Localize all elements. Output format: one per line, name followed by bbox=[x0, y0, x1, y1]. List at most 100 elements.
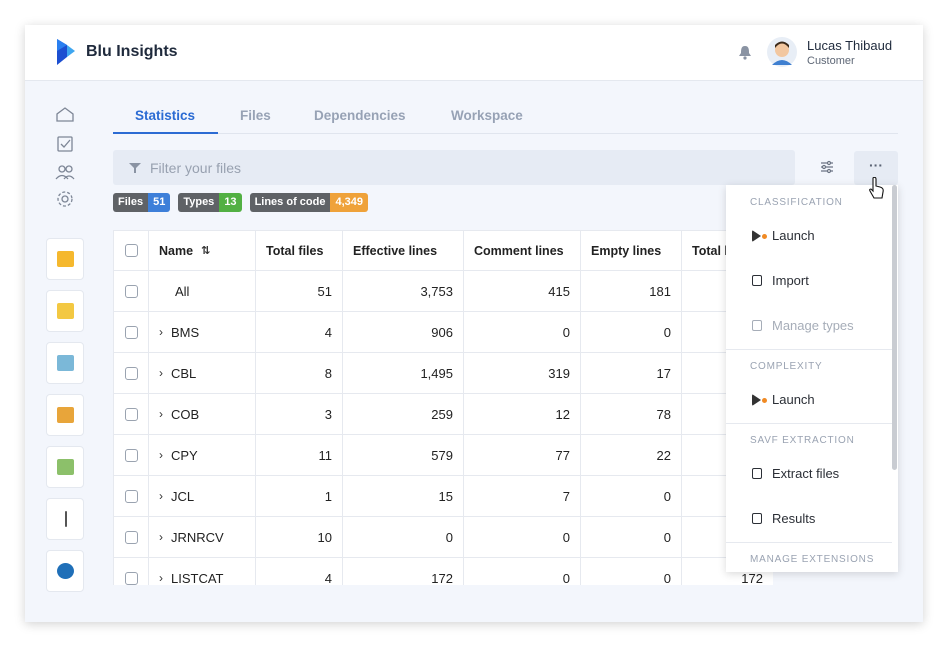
app-tile[interactable] bbox=[46, 290, 84, 332]
name-text: All bbox=[175, 283, 190, 299]
settings-button[interactable] bbox=[820, 160, 834, 174]
logo bbox=[57, 39, 75, 65]
expand-toggle[interactable]: › bbox=[159, 448, 163, 462]
sort-icon[interactable]: ⇅ bbox=[201, 245, 211, 257]
checkbox[interactable] bbox=[124, 571, 138, 585]
numeric-cell: 17 bbox=[581, 353, 682, 394]
checkbox[interactable] bbox=[124, 244, 138, 257]
app-tile[interactable] bbox=[46, 342, 84, 384]
menu-item-icon bbox=[752, 320, 762, 331]
numeric-cell: 0 bbox=[581, 476, 682, 517]
menu-item[interactable]: Import bbox=[772, 273, 809, 288]
avatar[interactable] bbox=[767, 37, 797, 67]
sidebar-nav[interactable] bbox=[54, 105, 76, 215]
name-text: BMS bbox=[171, 324, 200, 340]
row-checkbox-cell bbox=[114, 394, 149, 435]
name-cell: › JRNRCV bbox=[149, 517, 256, 558]
checkbox[interactable] bbox=[124, 325, 138, 339]
numeric-cell: 0 bbox=[581, 517, 682, 558]
numeric-cell: 78 bbox=[581, 394, 682, 435]
launch-dot bbox=[762, 234, 767, 239]
app-tile[interactable] bbox=[46, 498, 84, 540]
app-tile[interactable] bbox=[46, 238, 84, 280]
numeric-cell: 51 bbox=[256, 271, 343, 312]
numeric-cell: 181 bbox=[581, 271, 682, 312]
menu-item[interactable]: Results bbox=[772, 511, 816, 526]
numeric-cell: 1 bbox=[256, 476, 343, 517]
menu-item[interactable]: Launch bbox=[772, 392, 815, 407]
tab[interactable]: Workspace bbox=[451, 108, 523, 123]
menu-item[interactable]: Extract files bbox=[772, 466, 840, 481]
scrollbar bbox=[892, 185, 897, 470]
menu-item-icon bbox=[752, 394, 761, 406]
name-cell: › CPY bbox=[149, 435, 256, 476]
notifications[interactable] bbox=[738, 45, 752, 60]
row-checkbox-cell bbox=[114, 476, 149, 517]
app-tile[interactable] bbox=[46, 446, 84, 488]
numeric-cell: 0 bbox=[581, 558, 682, 585]
filter-bar[interactable]: Filter your files bbox=[113, 150, 795, 185]
numeric-cell: 0 bbox=[464, 312, 581, 353]
app-icon bbox=[57, 251, 74, 267]
numeric-cell: 172 bbox=[343, 558, 464, 585]
menu-item[interactable]: Launch bbox=[772, 228, 815, 243]
stats-table: Name ⇅ Total files Effective lines Comment l… bbox=[113, 230, 773, 585]
app-icon bbox=[57, 355, 74, 371]
checkbox[interactable] bbox=[124, 284, 138, 298]
menu-section-title: SAVF EXTRACTION bbox=[750, 435, 855, 446]
name-text: LISTCAT bbox=[171, 570, 224, 586]
menu-divider bbox=[726, 349, 892, 350]
row-checkbox-cell bbox=[114, 271, 149, 312]
checkbox[interactable] bbox=[124, 448, 138, 462]
name-cell: › LISTCAT bbox=[149, 558, 256, 585]
numeric-cell: 1,495 bbox=[343, 353, 464, 394]
row-checkbox-cell bbox=[114, 558, 149, 585]
badge-count: 51 bbox=[148, 193, 171, 212]
numeric-cell: 3 bbox=[256, 394, 343, 435]
app-icon bbox=[57, 459, 74, 475]
numeric-cell: 0 bbox=[343, 517, 464, 558]
menu-section-title: CLASSIFICATION bbox=[750, 197, 843, 208]
cursor bbox=[869, 177, 884, 199]
badge-label: Types bbox=[178, 193, 220, 212]
numeric-cell: 12 bbox=[464, 394, 581, 435]
checkbox[interactable] bbox=[124, 489, 138, 503]
numeric-cell: 579 bbox=[343, 435, 464, 476]
tab-divider bbox=[113, 133, 898, 134]
menu-section-title: MANAGE EXTENSIONS bbox=[750, 554, 875, 565]
tab[interactable]: Dependencies bbox=[314, 108, 406, 123]
app-icon bbox=[57, 563, 74, 579]
badge-label: Files bbox=[113, 193, 149, 212]
checkbox[interactable] bbox=[124, 366, 138, 380]
actions-menu: CLASSIFICATION Launch Import Manage types CO… bbox=[726, 185, 898, 572]
numeric-cell: 77 bbox=[464, 435, 581, 476]
active-tab-indicator bbox=[113, 132, 218, 134]
menu-item-icon bbox=[752, 468, 762, 479]
app-tile[interactable] bbox=[46, 394, 84, 436]
expand-toggle[interactable]: › bbox=[159, 489, 163, 503]
menu-item-icon bbox=[752, 275, 762, 286]
expand-toggle[interactable]: › bbox=[159, 407, 163, 421]
column-header: Empty lines bbox=[581, 231, 682, 271]
app-icon bbox=[65, 511, 67, 527]
menu-item-icon bbox=[752, 230, 761, 242]
badge: Lines of code 4,349 bbox=[249, 193, 368, 212]
app-window: Blu Insights Lucas Thibaud Customer Filt… bbox=[25, 25, 923, 622]
expand-toggle[interactable]: › bbox=[159, 366, 163, 380]
column-header: Name ⇅ bbox=[149, 231, 256, 271]
brand: Blu Insights bbox=[86, 43, 178, 60]
expand-toggle[interactable]: › bbox=[159, 571, 163, 585]
row-checkbox-cell bbox=[114, 435, 149, 476]
numeric-cell: 4 bbox=[256, 312, 343, 353]
row-checkbox-cell bbox=[114, 353, 149, 394]
tab[interactable]: Files bbox=[240, 108, 271, 123]
tab[interactable]: Statistics bbox=[135, 108, 196, 123]
numeric-cell: 7 bbox=[464, 476, 581, 517]
checkbox[interactable] bbox=[124, 407, 138, 421]
row-checkbox-cell bbox=[114, 312, 149, 353]
expand-toggle[interactable]: › bbox=[159, 325, 163, 339]
app-tile[interactable] bbox=[46, 550, 84, 592]
checkbox[interactable] bbox=[124, 530, 138, 544]
expand-toggle[interactable]: › bbox=[159, 530, 163, 544]
